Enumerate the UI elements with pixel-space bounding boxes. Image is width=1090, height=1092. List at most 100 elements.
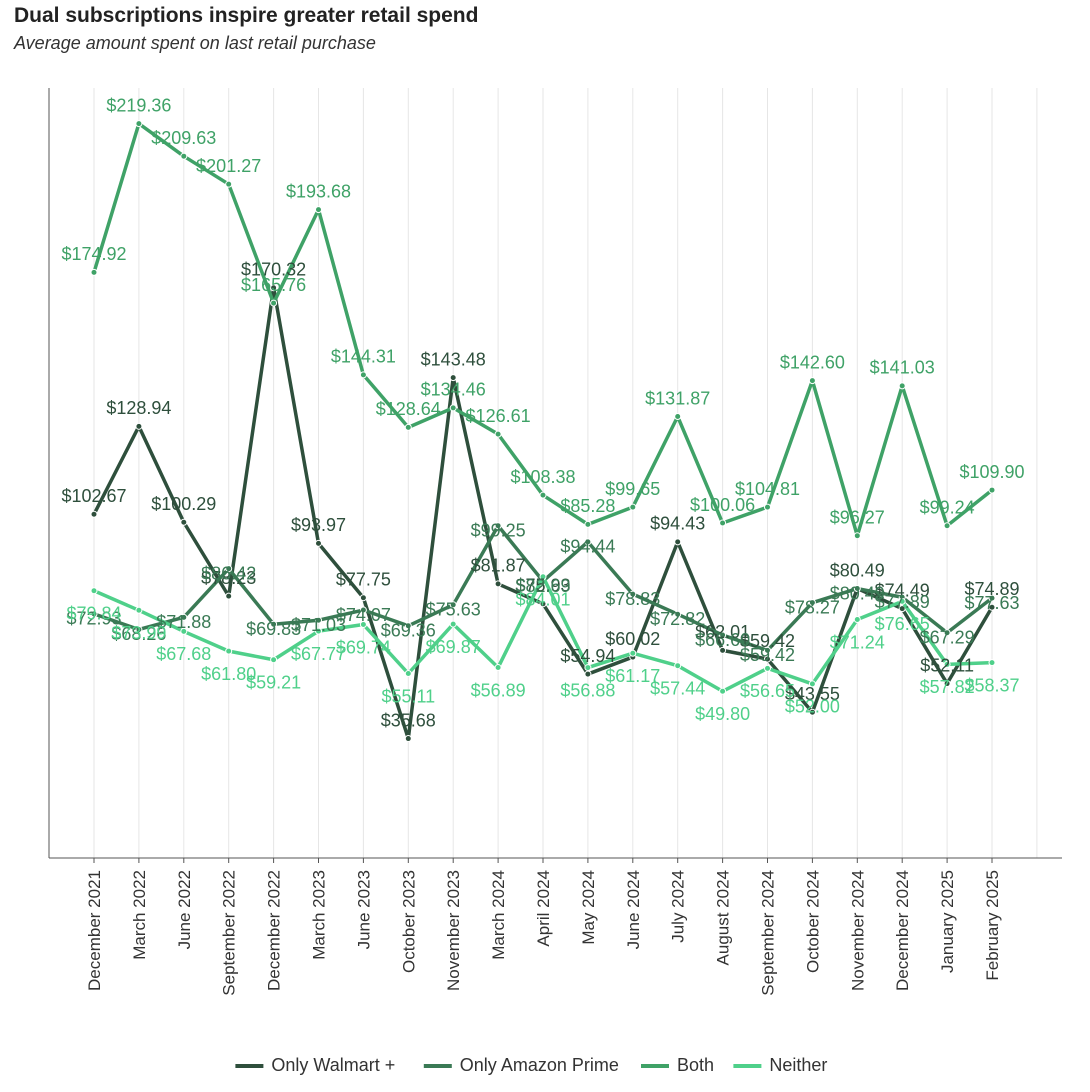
data-point-only-walmart [584,670,592,678]
data-point-only-walmart [180,518,188,526]
data-point-only-walmart [404,735,412,743]
data-point-both [943,522,951,530]
x-tick-label: March 2024 [489,870,508,960]
data-label-both: $85.28 [560,496,615,516]
x-tick-label: January 2025 [938,870,957,973]
data-point-both [584,520,592,528]
data-point-neither [225,647,233,655]
data-label-only-walmart: $93.97 [291,515,346,535]
data-point-only-amazon-prime [90,610,98,618]
data-label-only-amazon-prime: $74.07 [336,605,391,625]
data-label-neither: $69.87 [426,637,481,657]
x-tick-label: June 2024 [624,870,643,949]
data-label-only-walmart: $143.48 [421,349,486,369]
data-point-neither [674,662,682,670]
data-label-neither: $55.11 [381,686,435,706]
data-point-only-walmart [90,510,98,518]
data-label-both: $144.31 [331,347,396,367]
data-label-only-walmart: $52.11 [920,655,974,675]
data-label-both: $141.03 [870,358,935,378]
data-point-both [359,371,367,379]
data-point-only-walmart [674,538,682,546]
x-tick-label: October 2023 [399,870,418,973]
data-point-neither [404,670,412,678]
data-label-only-amazon-prime: $99.25 [471,520,526,540]
data-label-both: $209.63 [151,128,216,148]
grid-lines [93,88,1038,858]
data-point-both [494,430,502,438]
data-point-only-amazon-prime [135,625,143,633]
data-point-both [674,413,682,421]
data-point-both [270,299,278,307]
data-label-only-walmart: $59.42 [740,631,795,651]
data-point-only-walmart [315,539,322,547]
data-labels: $102.67 $128.94 $100.29 $78.23 $170.32 $93.97… [61,95,1024,730]
data-point-only-amazon-prime [764,646,771,654]
data-label-both: $165.76 [241,275,306,295]
data-label-neither: $58.37 [964,675,1019,695]
data-label-both: $134.46 [421,380,486,400]
data-point-both [404,423,412,431]
data-label-only-amazon-prime: $69.83 [246,619,301,639]
data-point-only-amazon-prime [988,594,996,602]
data-point-neither [898,597,906,605]
data-label-only-amazon-prime: $75.63 [426,600,481,620]
data-point-only-walmart [494,580,502,588]
data-point-only-amazon-prime [404,622,412,630]
data-label-neither: $67.68 [156,644,211,664]
x-tick-label: March 2023 [310,870,329,960]
data-label-only-amazon-prime: $77.89 [875,592,930,612]
data-label-neither: $57.82 [920,677,975,697]
data-label-neither: $56.89 [471,680,526,700]
data-label-only-walmart: $94.43 [650,514,705,534]
data-label-neither: $69.74 [336,637,391,657]
data-label-both: $201.27 [196,156,261,176]
data-point-both [180,152,188,160]
data-point-neither [988,659,996,667]
data-point-both [853,532,861,540]
data-point-only-amazon-prime [674,610,682,618]
data-label-both: $126.61 [466,406,531,426]
data-point-only-amazon-prime [315,616,322,624]
data-point-only-walmart [808,708,816,716]
data-point-only-amazon-prime [584,538,592,546]
data-point-neither [629,649,637,657]
data-point-only-walmart [898,605,906,613]
data-label-only-walmart: $170.32 [241,260,306,280]
data-label-only-walmart: $77.75 [336,569,391,589]
data-point-only-walmart [359,594,367,602]
data-point-both [315,206,322,214]
axes [48,88,1062,863]
data-point-only-amazon-prime [449,601,457,609]
x-tick-label: August 2024 [714,870,733,965]
data-label-both: $174.92 [61,244,126,264]
data-label-both: $193.68 [286,181,351,201]
data-point-only-walmart [539,600,547,608]
data-point-both [90,268,98,276]
data-point-neither [90,587,98,595]
data-point-only-walmart [135,422,143,430]
data-label-only-walmart: $75.93 [515,576,570,596]
data-label-only-walmart: $54.94 [560,646,615,666]
data-point-both [629,503,637,511]
data-label-neither: $56.65 [740,681,795,701]
data-point-neither [808,680,816,688]
data-point-only-amazon-prime [225,565,233,573]
data-label-both: $128.64 [376,399,441,419]
data-label-neither: $73.99 [111,623,166,643]
series-lines [90,120,996,743]
data-label-only-walmart: $78.23 [201,568,256,588]
x-tick-label: December 2024 [893,870,912,991]
data-point-both [225,180,233,188]
data-point-both [988,486,996,494]
data-label-only-walmart: $35.68 [381,710,436,730]
data-label-both: $219.36 [106,95,171,115]
data-label-only-walmart: $74.49 [875,580,930,600]
data-label-neither: $76.65 [875,614,930,634]
data-label-only-walmart: $128.94 [106,398,171,418]
data-point-only-walmart [943,680,951,688]
data-point-neither [494,664,502,672]
data-point-only-walmart [719,646,727,654]
data-label-neither: $61.80 [201,664,256,684]
data-label-only-amazon-prime: $94.44 [560,537,615,557]
